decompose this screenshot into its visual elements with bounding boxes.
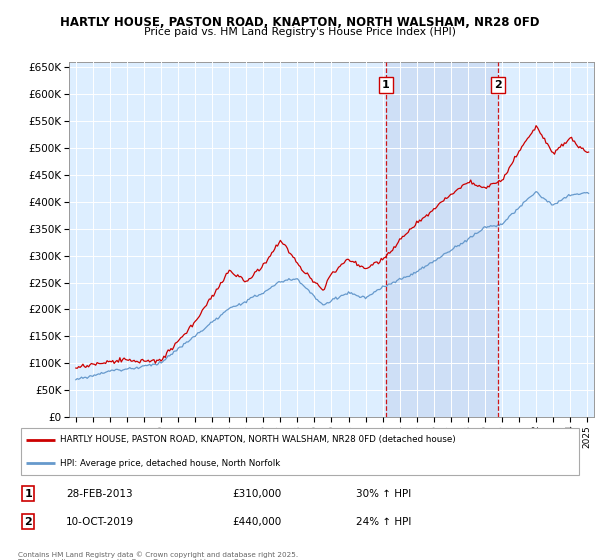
Text: 2: 2 [494, 80, 502, 90]
Text: 30% ↑ HPI: 30% ↑ HPI [356, 489, 412, 499]
Text: HARTLY HOUSE, PASTON ROAD, KNAPTON, NORTH WALSHAM, NR28 0FD: HARTLY HOUSE, PASTON ROAD, KNAPTON, NORT… [60, 16, 540, 29]
Text: 1: 1 [24, 489, 32, 499]
Text: £310,000: £310,000 [232, 489, 281, 499]
Text: Contains HM Land Registry data © Crown copyright and database right 2025.
This d: Contains HM Land Registry data © Crown c… [18, 552, 298, 560]
Text: 28-FEB-2013: 28-FEB-2013 [66, 489, 133, 499]
Text: 1: 1 [382, 80, 389, 90]
Bar [386, 62, 498, 417]
Text: Price paid vs. HM Land Registry's House Price Index (HPI): Price paid vs. HM Land Registry's House … [144, 27, 456, 37]
Text: HPI: Average price, detached house, North Norfolk: HPI: Average price, detached house, Nort… [60, 459, 281, 468]
FancyBboxPatch shape [21, 428, 579, 475]
Text: £440,000: £440,000 [232, 517, 281, 527]
Text: 10-OCT-2019: 10-OCT-2019 [66, 517, 134, 527]
Text: 2: 2 [24, 517, 32, 527]
Text: 24% ↑ HPI: 24% ↑ HPI [356, 517, 412, 527]
Text: HARTLY HOUSE, PASTON ROAD, KNAPTON, NORTH WALSHAM, NR28 0FD (detached house): HARTLY HOUSE, PASTON ROAD, KNAPTON, NORT… [60, 435, 456, 444]
